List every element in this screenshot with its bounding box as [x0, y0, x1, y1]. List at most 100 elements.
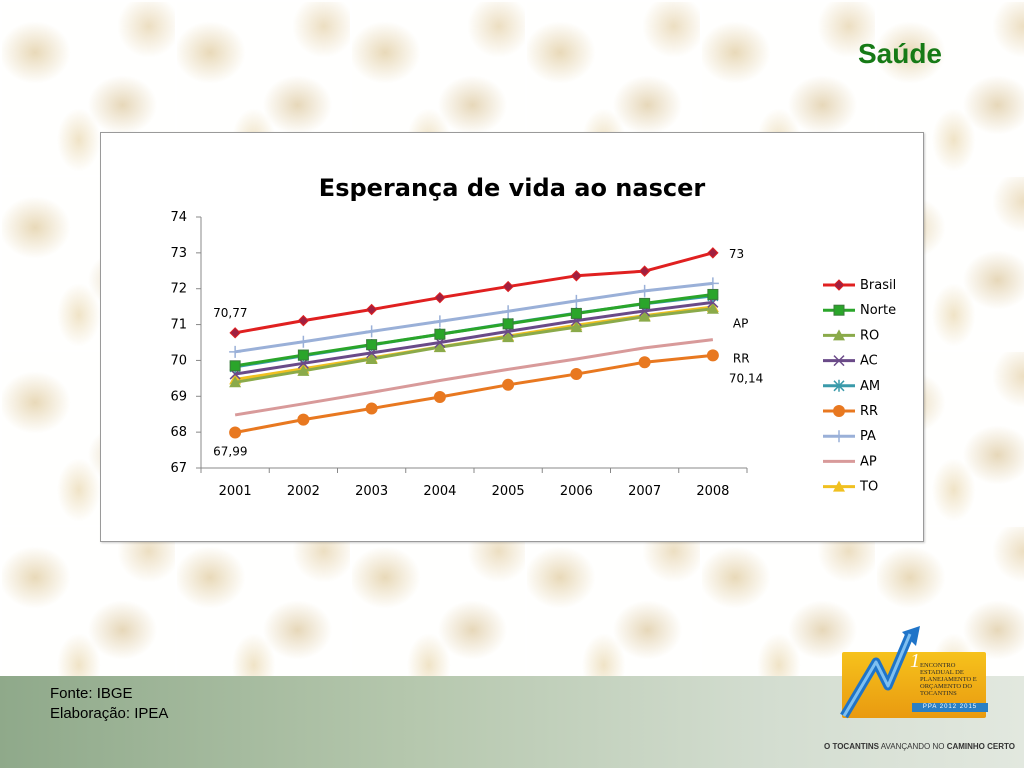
logo-band: PPA 2012 2015	[912, 703, 988, 712]
y-tick-label: 69	[170, 389, 187, 404]
point-norte-2007	[639, 297, 651, 309]
series-line-ap	[234, 338, 714, 417]
footer-source: Fonte: IBGE	[50, 685, 133, 702]
point-rr-2005	[502, 378, 515, 391]
point-pa-2006	[570, 294, 583, 307]
point-brasil-2003	[365, 303, 378, 316]
tagline-part-3: CAMINHO CERTO	[946, 742, 1015, 751]
point-pa-2008	[706, 277, 719, 290]
point-rr-2007	[638, 356, 651, 369]
point-ro-2007	[638, 310, 651, 322]
x-tick-label: 2007	[628, 484, 661, 499]
data-label: RR	[733, 351, 750, 365]
point-norte-2008	[707, 288, 719, 300]
legend-marker-to	[833, 480, 845, 492]
slide-title: Saúde	[857, 38, 942, 69]
point-brasil-2008	[707, 247, 719, 259]
legend-marker-ro	[833, 329, 845, 341]
series-line-ro	[234, 307, 714, 384]
x-tick-label: 2006	[560, 484, 593, 499]
y-tick-label: 71	[170, 318, 187, 333]
x-tick-label: 2002	[287, 484, 320, 499]
y-tick-label: 68	[170, 425, 187, 440]
legend-label-ro: RO	[860, 328, 879, 343]
y-tick-label: 73	[170, 246, 187, 261]
legend-marker-am	[833, 379, 845, 392]
point-pa-2004	[433, 315, 446, 328]
data-label: 67,99	[213, 445, 247, 459]
point-brasil-2005	[502, 280, 514, 293]
legend-label-ac: AC	[860, 354, 878, 369]
point-norte-2001	[229, 360, 241, 372]
series-line-ac	[234, 300, 714, 376]
point-brasil-2004	[434, 291, 446, 304]
point-brasil-2002	[297, 314, 310, 327]
point-ro-2006	[570, 321, 583, 333]
point-brasil-2001	[229, 327, 241, 339]
point-ro-2002	[297, 364, 310, 376]
logo-arrow-icon	[840, 626, 920, 719]
legend-marker-ac	[833, 355, 845, 367]
chart-title: Esperança de vida ao nascer	[319, 174, 706, 202]
data-label: AP	[733, 317, 748, 331]
line-chart: Esperança de vida ao nascer 67 68 69 70 71 72 7…	[170, 174, 896, 499]
legend-marker-norte	[833, 304, 845, 316]
footer-author: Elaboração: IPEA	[50, 705, 169, 722]
point-pa-2003	[365, 325, 378, 338]
data-label: 73	[729, 247, 744, 261]
point-rr-2006	[570, 368, 583, 381]
series-line-pa	[234, 281, 714, 354]
x-tick-label: 2001	[219, 484, 252, 499]
tagline-part-2: AVANÇANDO NO	[878, 742, 947, 751]
point-norte-2003	[366, 339, 378, 351]
legend-label-brasil: Brasil	[860, 278, 896, 293]
point-rr-2008	[706, 349, 719, 362]
point-ro-2004	[433, 341, 446, 353]
y-tick-label: 70	[170, 353, 187, 368]
point-ro-2003	[365, 352, 378, 364]
point-pa-2001	[229, 345, 242, 358]
point-rr-2003	[365, 402, 378, 415]
point-ro-2001	[229, 376, 242, 388]
legend-label-to: TO	[859, 480, 878, 495]
legend-marker-rr	[833, 405, 845, 417]
point-brasil-2007	[638, 265, 651, 277]
point-rr-2002	[297, 413, 310, 426]
legend-marker-brasil	[833, 279, 845, 291]
chart-container: Esperança de vida ao nascer 67 68 69 70 71 72 7…	[100, 132, 924, 542]
x-tick-label: 2004	[423, 484, 456, 499]
y-tick-label: 67	[170, 461, 187, 476]
legend-marker-pa	[833, 430, 845, 443]
legend-label-norte: Norte	[860, 303, 896, 318]
point-norte-2006	[570, 307, 582, 319]
tagline: O TOCANTINS AVANÇANDO NO CAMINHO CERTO	[824, 742, 1015, 751]
legend-label-am: AM	[860, 379, 880, 394]
logo-number: 1	[910, 650, 920, 672]
point-rr-2001	[229, 426, 242, 439]
legend-label-pa: PA	[860, 429, 876, 444]
point-pa-2007	[638, 284, 651, 297]
x-tick-label: 2005	[492, 484, 525, 499]
tagline-part-1: O TOCANTINS	[824, 742, 879, 751]
point-pa-2005	[502, 305, 515, 318]
legend-label-ap: AP	[860, 454, 877, 469]
y-tick-label: 72	[170, 282, 187, 297]
point-brasil-2006	[570, 270, 583, 282]
x-tick-label: 2003	[355, 484, 388, 499]
legend-label-rr: RR	[860, 404, 878, 419]
point-ro-2008	[706, 302, 719, 314]
point-norte-2005	[502, 318, 514, 330]
point-ro-2005	[502, 331, 515, 343]
point-norte-2004	[434, 328, 446, 340]
logo-text: Encontro Estadual de Planejamento e Orça…	[920, 662, 977, 697]
point-rr-2004	[433, 391, 446, 404]
series-line-rr	[234, 353, 714, 434]
data-label: 70,14	[729, 371, 763, 385]
point-norte-2002	[297, 349, 309, 361]
data-label: 70,77	[213, 306, 247, 320]
x-tick-label: 2008	[696, 484, 729, 499]
event-logo: 1 Encontro Estadual de Planejamento e Or…	[836, 624, 992, 724]
series-line-norte	[234, 292, 714, 368]
series-line-brasil	[234, 251, 714, 335]
y-tick-label: 74	[170, 210, 187, 225]
